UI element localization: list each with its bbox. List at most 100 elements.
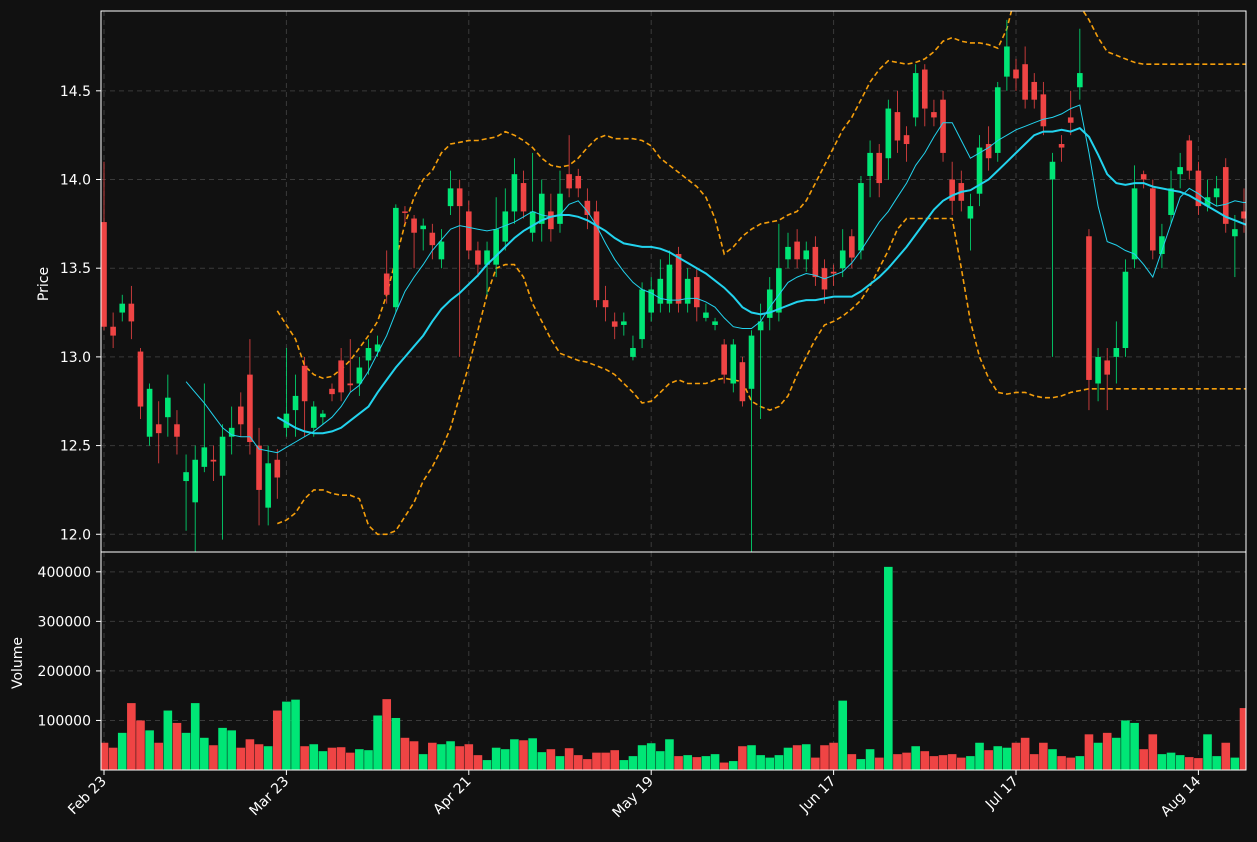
candle-body bbox=[1232, 229, 1238, 237]
volume-bar bbox=[291, 699, 300, 770]
volume-bar bbox=[528, 738, 537, 770]
candle-body bbox=[265, 463, 271, 508]
volume-bar bbox=[1029, 754, 1039, 770]
volume-bar bbox=[510, 739, 519, 770]
volume-bar bbox=[683, 755, 692, 770]
volume-bar bbox=[1139, 749, 1148, 770]
candle-body bbox=[548, 211, 554, 230]
volume-bar bbox=[847, 754, 857, 770]
volume-bar bbox=[400, 737, 410, 770]
volume-bar bbox=[382, 699, 392, 770]
volume-bar bbox=[902, 752, 911, 770]
volume-bar bbox=[938, 755, 948, 770]
volume-bar bbox=[628, 756, 638, 770]
candle-body bbox=[739, 362, 746, 402]
candle-body bbox=[155, 424, 162, 434]
volume-bar bbox=[108, 747, 118, 770]
candle-body bbox=[438, 241, 445, 260]
volume-bar bbox=[1148, 734, 1158, 770]
candle-body bbox=[1004, 46, 1010, 77]
volume-bar bbox=[692, 757, 702, 770]
candle-body bbox=[903, 135, 910, 145]
volume-bar bbox=[546, 749, 556, 770]
candle-body bbox=[785, 246, 791, 260]
volume-bar bbox=[975, 742, 984, 770]
price-axis: 12.0 12.5 13.0 13.5 14.0 14.5 bbox=[60, 84, 101, 543]
volume-bar bbox=[117, 732, 127, 770]
candle-body bbox=[1213, 188, 1220, 198]
price-tick-label: 13.0 bbox=[60, 350, 91, 366]
volume-bar bbox=[756, 755, 765, 770]
volume-bar bbox=[583, 759, 592, 770]
candle-body bbox=[475, 250, 481, 265]
candle-body bbox=[666, 264, 673, 304]
volume-bar bbox=[473, 755, 483, 770]
volume-bar bbox=[956, 757, 966, 770]
volume-bar bbox=[519, 740, 528, 770]
volume-bar bbox=[747, 745, 756, 770]
volume-bar bbox=[592, 752, 601, 770]
volume-bar bbox=[929, 756, 939, 770]
candle-body bbox=[137, 351, 144, 407]
volume-axis: 100000 200000 300000 400000 bbox=[38, 565, 101, 729]
volume-bar bbox=[409, 741, 419, 770]
candle-body bbox=[885, 108, 892, 159]
volume-bar bbox=[172, 722, 182, 770]
volume-bar bbox=[984, 750, 993, 770]
volume-bar bbox=[801, 744, 811, 770]
price-tick-label: 12.0 bbox=[60, 527, 91, 543]
volume-bar bbox=[820, 745, 829, 770]
volume-bar bbox=[1020, 737, 1030, 770]
candle-body bbox=[1150, 188, 1156, 251]
volume-tick-label: 300000 bbox=[38, 614, 91, 630]
candle-body bbox=[1177, 167, 1183, 175]
candle-body bbox=[511, 174, 518, 212]
candle-body bbox=[1159, 236, 1165, 255]
candle-body bbox=[128, 303, 135, 322]
volume-bar bbox=[163, 710, 173, 770]
volume-bar bbox=[482, 760, 492, 770]
candle-body bbox=[584, 200, 591, 215]
volume-bar bbox=[254, 744, 264, 770]
volume-bar bbox=[1084, 734, 1094, 770]
candle-body bbox=[210, 459, 217, 462]
candle-body bbox=[931, 112, 937, 118]
volume-bar bbox=[227, 730, 236, 770]
volume-bar bbox=[674, 756, 683, 770]
volume-bar bbox=[446, 741, 455, 770]
candle-body bbox=[730, 344, 737, 384]
volume-bar bbox=[1066, 757, 1076, 770]
volume-bar bbox=[911, 746, 920, 770]
candle-body bbox=[484, 250, 490, 265]
volume-bar bbox=[1230, 757, 1240, 770]
candle-body bbox=[1067, 117, 1074, 123]
volume-panel-frame bbox=[100, 551, 1247, 771]
volume-bar bbox=[1002, 747, 1012, 770]
volume-bar bbox=[1093, 742, 1103, 770]
candle-body bbox=[356, 367, 363, 384]
volume-bar bbox=[364, 750, 373, 770]
volume-bar bbox=[345, 752, 355, 770]
candle-body bbox=[219, 436, 226, 476]
candle-body bbox=[566, 174, 572, 189]
candle-body bbox=[1058, 144, 1065, 148]
volume-bar bbox=[1203, 734, 1212, 770]
volume-bar bbox=[601, 752, 610, 770]
volume-bar bbox=[1112, 737, 1121, 770]
volume-bar bbox=[154, 742, 164, 770]
volume-bar bbox=[966, 756, 975, 770]
candle-body bbox=[922, 69, 928, 109]
candle-body bbox=[611, 321, 618, 327]
volume-bar bbox=[309, 744, 319, 770]
candle-body bbox=[757, 321, 764, 331]
volume-bar bbox=[355, 749, 364, 770]
candle-body bbox=[976, 147, 983, 194]
candle-body bbox=[1095, 356, 1101, 384]
candle-body bbox=[648, 289, 654, 313]
candle-body bbox=[402, 211, 408, 213]
candle-body bbox=[639, 289, 645, 340]
volume-bar bbox=[136, 720, 145, 770]
volume-bar bbox=[218, 727, 227, 770]
price-tick-label: 14.5 bbox=[60, 84, 91, 100]
volume-bar bbox=[838, 700, 848, 770]
